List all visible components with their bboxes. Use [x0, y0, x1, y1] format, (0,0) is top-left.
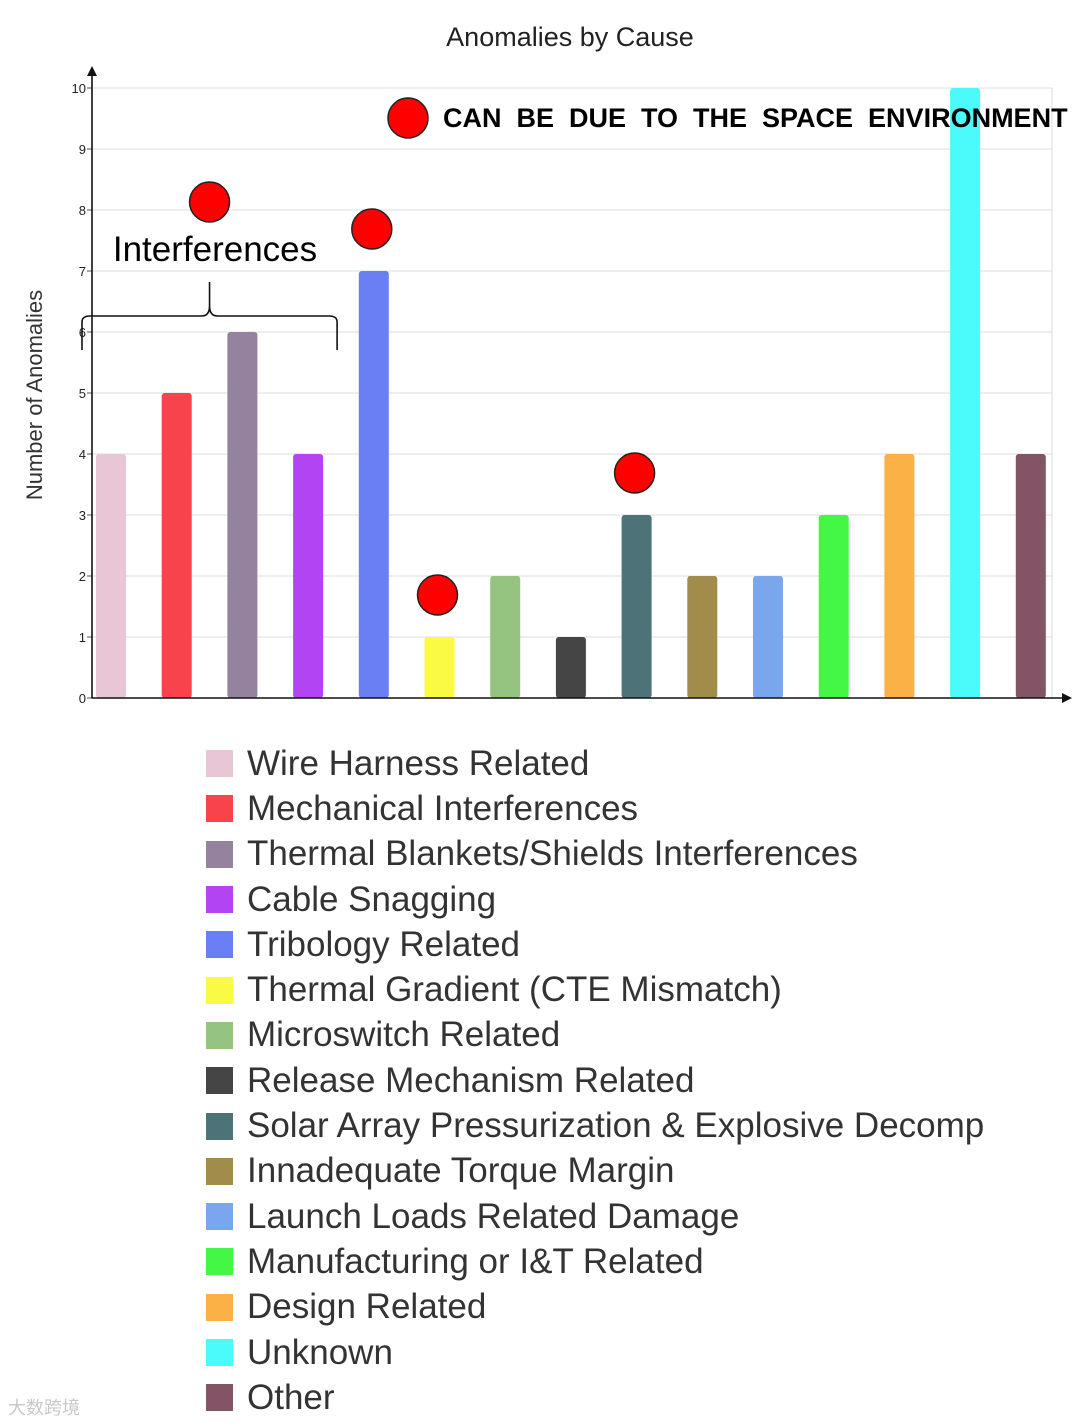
legend-swatch: [206, 795, 233, 823]
legend-item: Mechanical Interferences: [206, 786, 984, 831]
legend-swatch: [206, 750, 233, 778]
bracket-path: [81, 282, 338, 350]
legend-item: Thermal Blankets/Shields Interferences: [206, 832, 984, 877]
y-tick-label: 0: [79, 691, 86, 706]
legend-swatch: [206, 1384, 233, 1412]
chart-title: Anomalies by Cause: [446, 22, 694, 52]
legend-swatch: [206, 1021, 233, 1049]
legend-item: Thermal Gradient (CTE Mismatch): [206, 967, 984, 1012]
y-tick-label: 8: [79, 203, 86, 218]
legend-item: Manufacturing or I&T Related: [206, 1239, 984, 1284]
legend-swatch: [206, 1203, 233, 1231]
y-axis-arrow: [87, 66, 97, 76]
legend-swatch: [206, 840, 233, 868]
legend-swatch: [206, 1248, 233, 1276]
legend-label: Cable Snagging: [247, 879, 497, 919]
legend-item: Design Related: [206, 1285, 984, 1330]
space-environment-marker-key: [387, 97, 429, 139]
legend-label: Innadequate Torque Margin: [247, 1151, 675, 1191]
legend-swatch: [206, 931, 233, 959]
space-environment-marker: [351, 208, 393, 250]
legend-swatch: [206, 1067, 233, 1095]
bar: [818, 515, 849, 698]
legend-label: Thermal Blankets/Shields Interferences: [247, 834, 858, 874]
legend-item: Release Mechanism Related: [206, 1058, 984, 1103]
interferences-bracket: [81, 282, 338, 350]
bar: [687, 576, 718, 698]
y-tick-label: 4: [79, 447, 86, 462]
legend-item: Cable Snagging: [206, 877, 984, 922]
y-tick-label: 2: [79, 569, 86, 584]
legend-item: Tribology Related: [206, 922, 984, 967]
bar: [96, 454, 126, 698]
bar: [1015, 454, 1046, 698]
y-tick-label: 7: [79, 264, 86, 279]
bar: [753, 576, 783, 698]
legend-label: Mechanical Interferences: [247, 788, 639, 828]
bar: [884, 454, 915, 698]
y-tick-label: 5: [79, 386, 86, 401]
legend: Wire Harness Related Mechanical Interfere…: [206, 741, 984, 1420]
space-environment-marker: [188, 181, 231, 223]
legend-label: Solar Array Pressurization & Explosive D…: [247, 1106, 985, 1146]
y-tick-label: 3: [79, 508, 86, 523]
legend-label: Wire Harness Related: [247, 743, 590, 783]
y-tick-label: 10: [72, 81, 86, 96]
legend-label: Microswitch Related: [247, 1015, 561, 1055]
bar: [161, 393, 192, 698]
bar: [358, 271, 389, 698]
bar: [293, 454, 324, 698]
bar: [555, 637, 586, 698]
legend-swatch: [206, 886, 233, 914]
y-tick-label: 9: [79, 142, 86, 157]
space-environment-marker: [416, 574, 459, 616]
legend-swatch: [206, 1112, 233, 1140]
legend-label: Unknown: [247, 1332, 393, 1372]
legend-label: Design Related: [247, 1287, 487, 1327]
watermark: 大数跨境: [8, 1398, 80, 1419]
axes: [87, 66, 1072, 703]
legend-label: Release Mechanism Related: [247, 1060, 695, 1100]
legend-item: Launch Loads Related Damage: [206, 1194, 984, 1239]
space-environment-note: CAN BE DUE TO THE SPACE ENVIRONMENT: [443, 103, 1068, 133]
bars: [96, 88, 1046, 698]
bar: [950, 88, 981, 698]
legend-swatch: [206, 1157, 233, 1185]
legend-item: Unknown: [206, 1330, 984, 1375]
legend-label: Manufacturing or I&T Related: [247, 1241, 704, 1281]
legend-item: Innadequate Torque Margin: [206, 1149, 984, 1194]
bar: [490, 576, 521, 698]
legend-swatch: [206, 1293, 233, 1321]
legend-item: Microswitch Related: [206, 1013, 984, 1058]
legend-label: Launch Loads Related Damage: [247, 1196, 740, 1236]
legend-label: Other: [247, 1377, 335, 1417]
bar: [621, 515, 652, 698]
legend-item: Other: [206, 1375, 984, 1420]
x-axis-arrow: [1062, 693, 1072, 703]
interferences-label: Interferences: [113, 230, 317, 269]
bar: [227, 332, 258, 698]
legend-label: Tribology Related: [247, 924, 521, 964]
space-environment-markers: [188, 181, 656, 616]
legend-swatch: [206, 1339, 233, 1366]
y-axis-label: Number of Anomalies: [22, 290, 47, 500]
bar: [424, 637, 455, 698]
y-tick-label: 1: [79, 630, 86, 645]
legend-label: Thermal Gradient (CTE Mismatch): [247, 970, 782, 1010]
legend-item: Solar Array Pressurization & Explosive D…: [206, 1103, 984, 1148]
legend-swatch: [206, 976, 233, 1004]
space-environment-marker: [613, 452, 656, 494]
legend-item: Wire Harness Related: [206, 741, 984, 786]
